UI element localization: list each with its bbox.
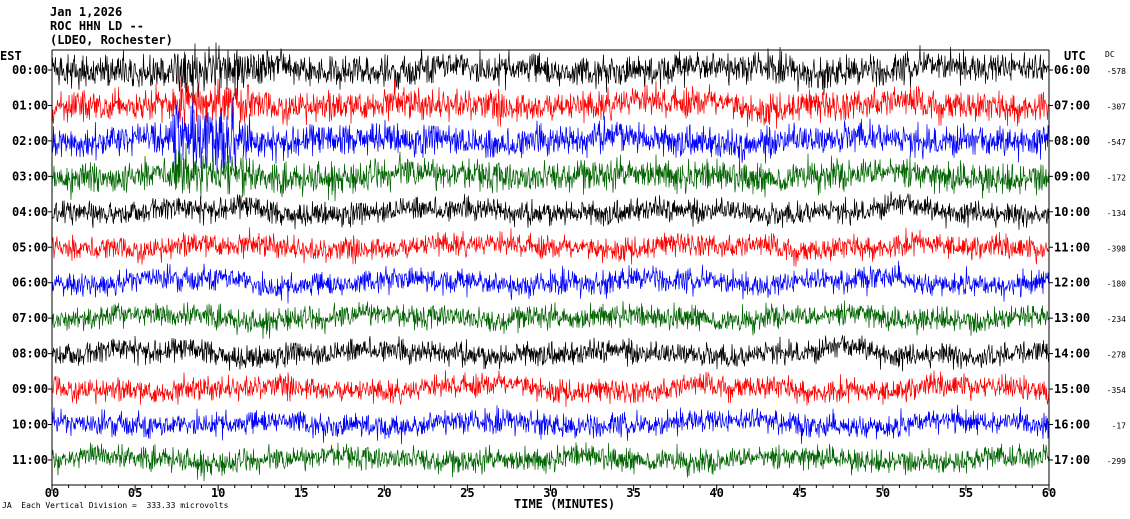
est-row-label: 03:00 xyxy=(12,169,48,183)
dc-offset-label: -278 xyxy=(1107,351,1126,360)
utc-row-label: 15:00 xyxy=(1054,382,1090,396)
x-tick-label: 15 xyxy=(294,486,308,500)
dc-header-label: DC xyxy=(1105,50,1115,59)
utc-row-label: 09:00 xyxy=(1054,169,1090,183)
header-network: (LDEO, Rochester) xyxy=(50,33,173,47)
est-row-label: 07:00 xyxy=(12,311,48,325)
dc-offset-label: -547 xyxy=(1107,138,1126,147)
est-row-label: 11:00 xyxy=(12,453,48,467)
utc-row-label: 10:00 xyxy=(1054,205,1090,219)
utc-row-label: 06:00 xyxy=(1054,63,1090,77)
x-tick-label: 30 xyxy=(543,486,557,500)
x-tick-label: 05 xyxy=(128,486,142,500)
x-tick-label: 40 xyxy=(709,486,723,500)
header-date: Jan 1,2026 xyxy=(50,5,123,19)
x-tick-label: 35 xyxy=(626,486,640,500)
trace-row-0400 xyxy=(51,191,1050,230)
footer-scale-text: Each Vertical Division = 333.33 microvol… xyxy=(21,501,229,510)
trace-row-1000 xyxy=(51,404,1050,445)
dc-offset-label: -17 xyxy=(1112,422,1127,431)
est-row-label: 02:00 xyxy=(12,134,48,148)
trace-row-1100 xyxy=(51,442,1050,482)
utc-row-label: 13:00 xyxy=(1054,311,1090,325)
dc-offset-label: -299 xyxy=(1107,457,1126,466)
x-tick-label: 25 xyxy=(460,486,474,500)
utc-row-label: 07:00 xyxy=(1054,98,1090,112)
trace-row-0300 xyxy=(51,142,1050,202)
utc-row-label: 12:00 xyxy=(1054,276,1090,290)
dc-offset-label: -172 xyxy=(1107,173,1126,182)
right-timezone-label: UTC xyxy=(1064,49,1086,63)
trace-row-0200 xyxy=(51,96,1050,180)
dc-offset-label: -234 xyxy=(1107,315,1126,324)
est-row-label: 10:00 xyxy=(12,418,48,432)
x-tick-label: 45 xyxy=(793,486,807,500)
trace-row-0600 xyxy=(51,260,1050,304)
x-tick-label: 60 xyxy=(1042,486,1056,500)
utc-row-label: 08:00 xyxy=(1054,134,1090,148)
trace-row-0500 xyxy=(51,227,1050,267)
dc-offset-label: -398 xyxy=(1107,244,1126,253)
est-row-label: 00:00 xyxy=(12,63,48,77)
dc-offset-label: -134 xyxy=(1107,209,1126,218)
utc-row-label: 17:00 xyxy=(1054,453,1090,467)
x-tick-label: 55 xyxy=(959,486,973,500)
trace-row-0900 xyxy=(51,370,1050,408)
dc-offset-label: -578 xyxy=(1107,67,1126,76)
dc-offset-label: -354 xyxy=(1107,386,1126,395)
dc-offset-label: -180 xyxy=(1107,280,1126,289)
est-row-label: 04:00 xyxy=(12,205,48,219)
est-row-label: 08:00 xyxy=(12,347,48,361)
left-timezone-label: EST xyxy=(0,49,22,63)
x-tick-label: 50 xyxy=(876,486,890,500)
footer: JA Each Vertical Division = 333.33 micro… xyxy=(2,501,228,510)
trace-row-0700 xyxy=(51,300,1050,339)
row-labels: 00:00 06:00 -578 01:00 07:00 -307 02:00 08:00 -5… xyxy=(12,63,1126,467)
footer-mark: JA xyxy=(2,501,12,510)
x-tick-label: 20 xyxy=(377,486,391,500)
x-axis-label: TIME (MINUTES) xyxy=(514,497,615,511)
trace-row-0000 xyxy=(51,42,1050,102)
utc-row-label: 11:00 xyxy=(1054,240,1090,254)
x-tick-label: 00 xyxy=(45,486,59,500)
x-axis-ticks: 00 05 10 15 20 25 30 35 40 45 50 55 60 xyxy=(45,485,1056,500)
seismic-traces xyxy=(51,42,1050,482)
dc-offset-label: -307 xyxy=(1107,102,1126,111)
est-row-label: 01:00 xyxy=(12,98,48,112)
utc-row-label: 14:00 xyxy=(1054,347,1090,361)
trace-row-0100 xyxy=(51,75,1050,132)
est-row-label: 09:00 xyxy=(12,382,48,396)
est-row-label: 05:00 xyxy=(12,240,48,254)
est-row-label: 06:00 xyxy=(12,276,48,290)
header-station: ROC HHN LD -- xyxy=(50,19,144,33)
x-tick-label: 10 xyxy=(211,486,225,500)
trace-row-0800 xyxy=(51,335,1050,372)
utc-row-label: 16:00 xyxy=(1054,418,1090,432)
